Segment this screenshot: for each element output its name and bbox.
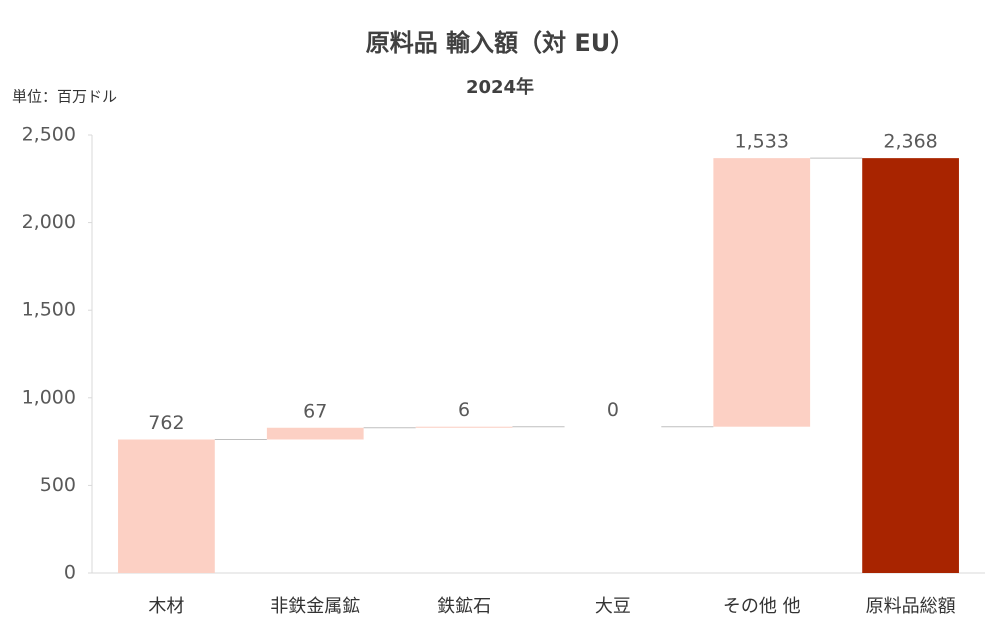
value-label: 2,368 (883, 131, 937, 153)
x-tick-label: その他 他 (723, 596, 801, 617)
x-tick-label: 原料品総額 (866, 596, 956, 617)
chart-subtitle: 2024年 (466, 76, 534, 98)
bar (415, 426, 513, 428)
x-tick-label: 大豆 (595, 596, 631, 617)
bar (266, 427, 364, 440)
y-tick-label: 2,000 (22, 211, 76, 233)
x-tick-label: 木材 (148, 596, 184, 617)
y-tick-label: 1,500 (22, 299, 76, 321)
y-tick-label: 500 (40, 474, 76, 496)
value-label: 67 (303, 400, 327, 422)
y-tick-label: 2,500 (22, 124, 76, 146)
unit-label: 単位：百万ドル (12, 88, 117, 106)
bar (713, 158, 811, 427)
value-label: 0 (607, 399, 619, 421)
value-label: 762 (148, 412, 184, 434)
value-label: 6 (458, 399, 470, 421)
y-tick-label: 0 (64, 562, 76, 584)
y-tick-label: 1,000 (22, 386, 76, 408)
bar (862, 158, 959, 573)
x-tick-label: 鉄鉱石 (437, 596, 491, 617)
chart-title: 原料品 輸入額（対 EU） (366, 29, 635, 57)
x-tick-label: 非鉄金属鉱 (270, 596, 360, 617)
bar (118, 439, 215, 573)
value-label: 1,533 (735, 131, 789, 153)
